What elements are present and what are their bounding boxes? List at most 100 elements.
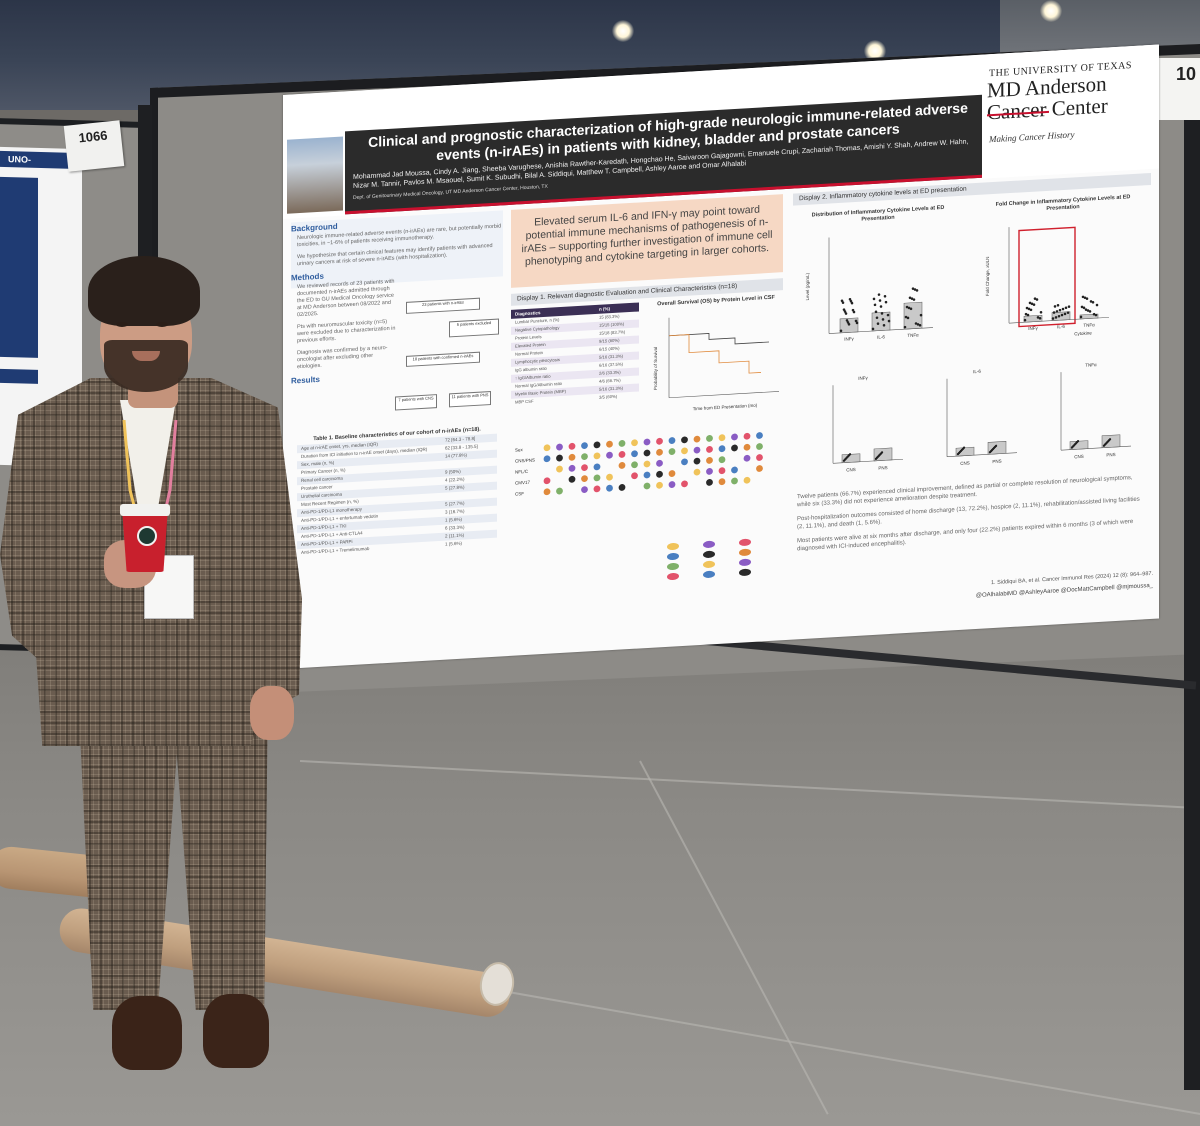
patient-dot — [643, 460, 651, 468]
patient-dot — [706, 457, 713, 464]
x-tick-label: INFγ — [844, 336, 854, 342]
patient-dot — [618, 462, 626, 469]
legend-swatch — [739, 548, 751, 556]
dot-matrix-legend — [511, 532, 783, 598]
data-point — [846, 321, 850, 324]
dot-row-label: CNS/PNS — [515, 457, 535, 463]
km-xlabel: Time from ED Presentation (mo) — [693, 403, 758, 412]
data-point — [1063, 312, 1067, 316]
data-point — [1032, 303, 1036, 306]
data-point — [914, 322, 918, 325]
data-point — [880, 451, 884, 454]
data-point — [1058, 308, 1062, 312]
data-point — [916, 323, 920, 326]
data-point — [1079, 315, 1083, 319]
research-poster: Clinical and prognostic characterization… — [283, 44, 1159, 669]
patient-dot — [731, 433, 738, 441]
data-point — [1023, 318, 1027, 322]
data-point — [842, 308, 846, 311]
data-point — [1082, 306, 1086, 310]
km-curve-normal — [669, 333, 769, 345]
patient-dot — [581, 442, 588, 450]
patient-dot — [556, 465, 563, 473]
km-x-axis — [669, 391, 779, 399]
patient-dot — [606, 484, 613, 492]
data-point — [887, 319, 891, 323]
methods-text: Pts with neuromuscular toxicity (n=5) we… — [297, 319, 396, 345]
data-point — [1086, 309, 1090, 312]
board-number-tag: 10 — [1158, 58, 1200, 120]
data-point — [908, 296, 912, 300]
data-point — [881, 318, 885, 321]
data-point — [876, 322, 880, 325]
patient-dot — [706, 446, 713, 453]
x-tick-label: CNS — [960, 460, 970, 466]
patient-dot — [631, 450, 638, 458]
dot-row-label: Sex — [515, 447, 523, 452]
patient-dot — [706, 479, 713, 486]
legend-svg — [667, 538, 751, 581]
data-point — [844, 312, 848, 315]
data-point — [1060, 313, 1064, 317]
coffee-cup-lid — [120, 504, 170, 516]
subgroup-title: INFγ — [858, 375, 868, 381]
patient-dot — [731, 444, 738, 452]
data-point — [910, 297, 914, 301]
data-point — [962, 446, 966, 449]
data-point — [1080, 305, 1084, 309]
patient-dot — [643, 482, 651, 490]
patient-dot — [718, 445, 726, 453]
patient-dot — [643, 449, 651, 457]
data-point — [1028, 301, 1032, 305]
beard — [104, 340, 188, 392]
data-point — [912, 298, 916, 301]
smile — [132, 351, 160, 361]
data-point — [911, 287, 915, 290]
patient-dot — [543, 477, 551, 485]
patient-dot — [681, 458, 688, 466]
data-point — [847, 323, 851, 326]
data-point — [1029, 308, 1033, 312]
x-tick-label: IL-6 — [877, 334, 885, 339]
data-point — [880, 312, 884, 315]
data-point — [1057, 314, 1061, 318]
data-point — [1067, 305, 1071, 308]
data-point — [1081, 295, 1085, 299]
chart-a-svg: Level (pg/mL) INFγ IL-6 TNFα — [805, 237, 933, 342]
chart-b-svg: Fold Change, xULN Cytokine INFγ IL-6 TNFα — [985, 226, 1109, 336]
patient-dot — [693, 435, 701, 443]
table-cell: 1 (5.6%) — [445, 540, 463, 547]
board-frame-post — [1184, 90, 1200, 1090]
patient-dot — [568, 442, 576, 450]
ceiling-light — [612, 20, 634, 42]
patient-dot — [568, 475, 576, 483]
data-point — [850, 301, 854, 305]
patient-dot — [756, 443, 763, 450]
left-column: Background Neurologic immune-related adv… — [291, 210, 503, 662]
data-point — [1054, 316, 1058, 319]
data-point — [843, 310, 847, 313]
data-point — [1084, 308, 1088, 312]
x-tick-label: INFγ — [1028, 325, 1038, 331]
data-point — [919, 313, 923, 317]
dot-row-label: CMV17 — [515, 480, 530, 486]
cytokine-distribution-chart: Distribution of Inflammatory Cytokine Le… — [803, 204, 953, 363]
data-point — [1027, 307, 1031, 311]
fold-change-chart: Fold Change in Inflammatory Cytokine Lev… — [983, 193, 1143, 352]
logo-tagline: Making Cancer History — [989, 129, 1075, 145]
left-poster-band — [0, 176, 38, 358]
data-point — [1108, 438, 1112, 441]
data-point — [1091, 300, 1095, 304]
baseline-table: Table 1. Baseline characteristics of our… — [297, 426, 497, 558]
patient-dot — [593, 452, 601, 460]
patient-dot — [543, 455, 551, 463]
patient-dot — [643, 471, 651, 479]
legend-swatch — [739, 558, 751, 566]
data-point — [1055, 310, 1059, 313]
data-point — [886, 313, 890, 317]
x-tick-label: CNS — [846, 467, 856, 473]
data-point — [1053, 305, 1057, 308]
patient-dot — [668, 470, 676, 477]
eye — [156, 322, 168, 327]
patient-dot — [656, 481, 663, 489]
